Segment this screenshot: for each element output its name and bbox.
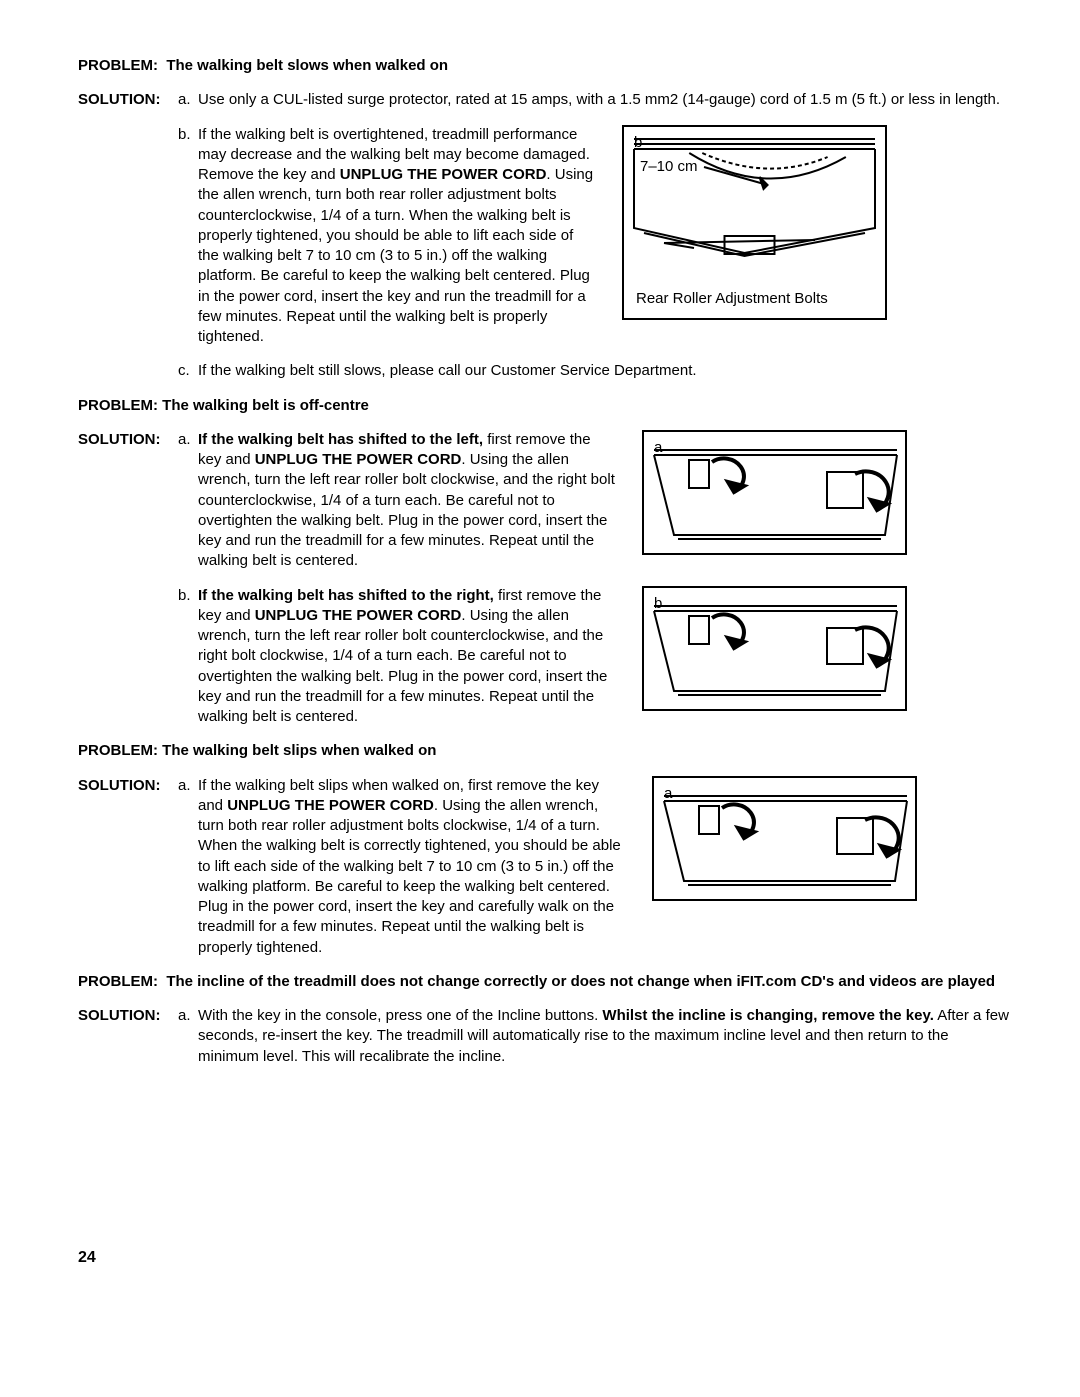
figure-b2: b [642, 586, 907, 711]
item-letter: b. [178, 125, 198, 348]
solution-item: c. If the walking belt still slows, plea… [178, 361, 1010, 381]
item-body: With the key in the console, press one o… [198, 1006, 1010, 1067]
solution-item: a. With the key in the console, press on… [178, 1006, 1010, 1067]
figure-a1: a [642, 430, 907, 555]
item-letter: b. [178, 586, 198, 728]
figure-column: b 7–10 cm Rear Roller Adjustment Bolts [622, 125, 887, 332]
figure-a2: a [652, 776, 917, 901]
item-body: If the walking belt slips when walked on… [198, 776, 628, 958]
problem-label: PROBLEM: [78, 56, 158, 76]
problem-text: The incline of the treadmill does not ch… [166, 972, 995, 992]
item-letter: a. [178, 430, 198, 572]
figure-column: b [642, 586, 907, 723]
problem-section-3: PROBLEM: The walking belt slips when wal… [78, 741, 1010, 958]
problem-section-1: PROBLEM: The walking belt slows when wal… [78, 56, 1010, 382]
solution-block: SOLUTION: a. With the key in the console… [78, 1006, 1010, 1067]
solution-block: SOLUTION: a. If the walking belt slips w… [78, 776, 1010, 958]
item-letter: c. [178, 361, 198, 381]
figure-label: a [664, 784, 672, 804]
item-body: If the walking belt has shifted to the l… [198, 430, 618, 572]
page-number: 24 [78, 1247, 1010, 1269]
problem-heading: PROBLEM: The walking belt slows when wal… [78, 56, 1010, 76]
solution-block: SOLUTION: a. If the walking belt has shi… [78, 430, 1010, 728]
solution-label: SOLUTION: [78, 430, 178, 450]
figure-column: a [642, 430, 907, 567]
solution-label: SOLUTION: [78, 1006, 178, 1026]
solution-label: SOLUTION: [78, 776, 178, 796]
item-letter: a. [178, 1006, 198, 1067]
solution-item: a. If the walking belt has shifted to th… [178, 430, 1010, 572]
figure-caption: Rear Roller Adjustment Bolts [636, 289, 828, 309]
problem-text: The walking belt is off-centre [162, 396, 369, 416]
solution-item: a. Use only a CUL-listed surge protector… [178, 90, 1010, 110]
item-letter: a. [178, 776, 198, 958]
solution-label: SOLUTION: [78, 90, 178, 110]
item-letter: a. [178, 90, 198, 110]
solution-item: a. If the walking belt slips when walked… [178, 776, 1010, 958]
problem-label: PROBLEM: [78, 741, 158, 761]
problem-text: The walking belt slows when walked on [166, 56, 448, 76]
problem-label: PROBLEM: [78, 396, 158, 416]
figure-dimension: 7–10 cm [640, 157, 698, 177]
figure-label: b [654, 594, 662, 614]
item-body: If the walking belt still slows, please … [198, 361, 1010, 381]
solution-block: SOLUTION: a. Use only a CUL-listed surge… [78, 90, 1010, 381]
figure-label: a [654, 438, 662, 458]
problem-section-2: PROBLEM: The walking belt is off-centre … [78, 396, 1010, 728]
figure-b1: b 7–10 cm Rear Roller Adjustment Bolts [622, 125, 887, 320]
problem-label: PROBLEM: [78, 972, 158, 992]
item-body: If the walking belt is overtightened, tr… [198, 125, 598, 348]
solution-item: b. If the walking belt is overtightened,… [178, 125, 1010, 348]
item-body: If the walking belt has shifted to the r… [198, 586, 618, 728]
item-body: Use only a CUL-listed surge protector, r… [198, 90, 1010, 110]
problem-section-4: PROBLEM: The incline of the treadmill do… [78, 972, 1010, 1067]
problem-heading: PROBLEM: The incline of the treadmill do… [78, 972, 1010, 992]
problem-text: The walking belt slips when walked on [162, 741, 436, 761]
solution-item: b. If the walking belt has shifted to th… [178, 586, 1010, 728]
figure-column: a [652, 776, 917, 913]
problem-heading: PROBLEM: The walking belt is off-centre [78, 396, 1010, 416]
problem-heading: PROBLEM: The walking belt slips when wal… [78, 741, 1010, 761]
figure-label: b [634, 133, 642, 153]
